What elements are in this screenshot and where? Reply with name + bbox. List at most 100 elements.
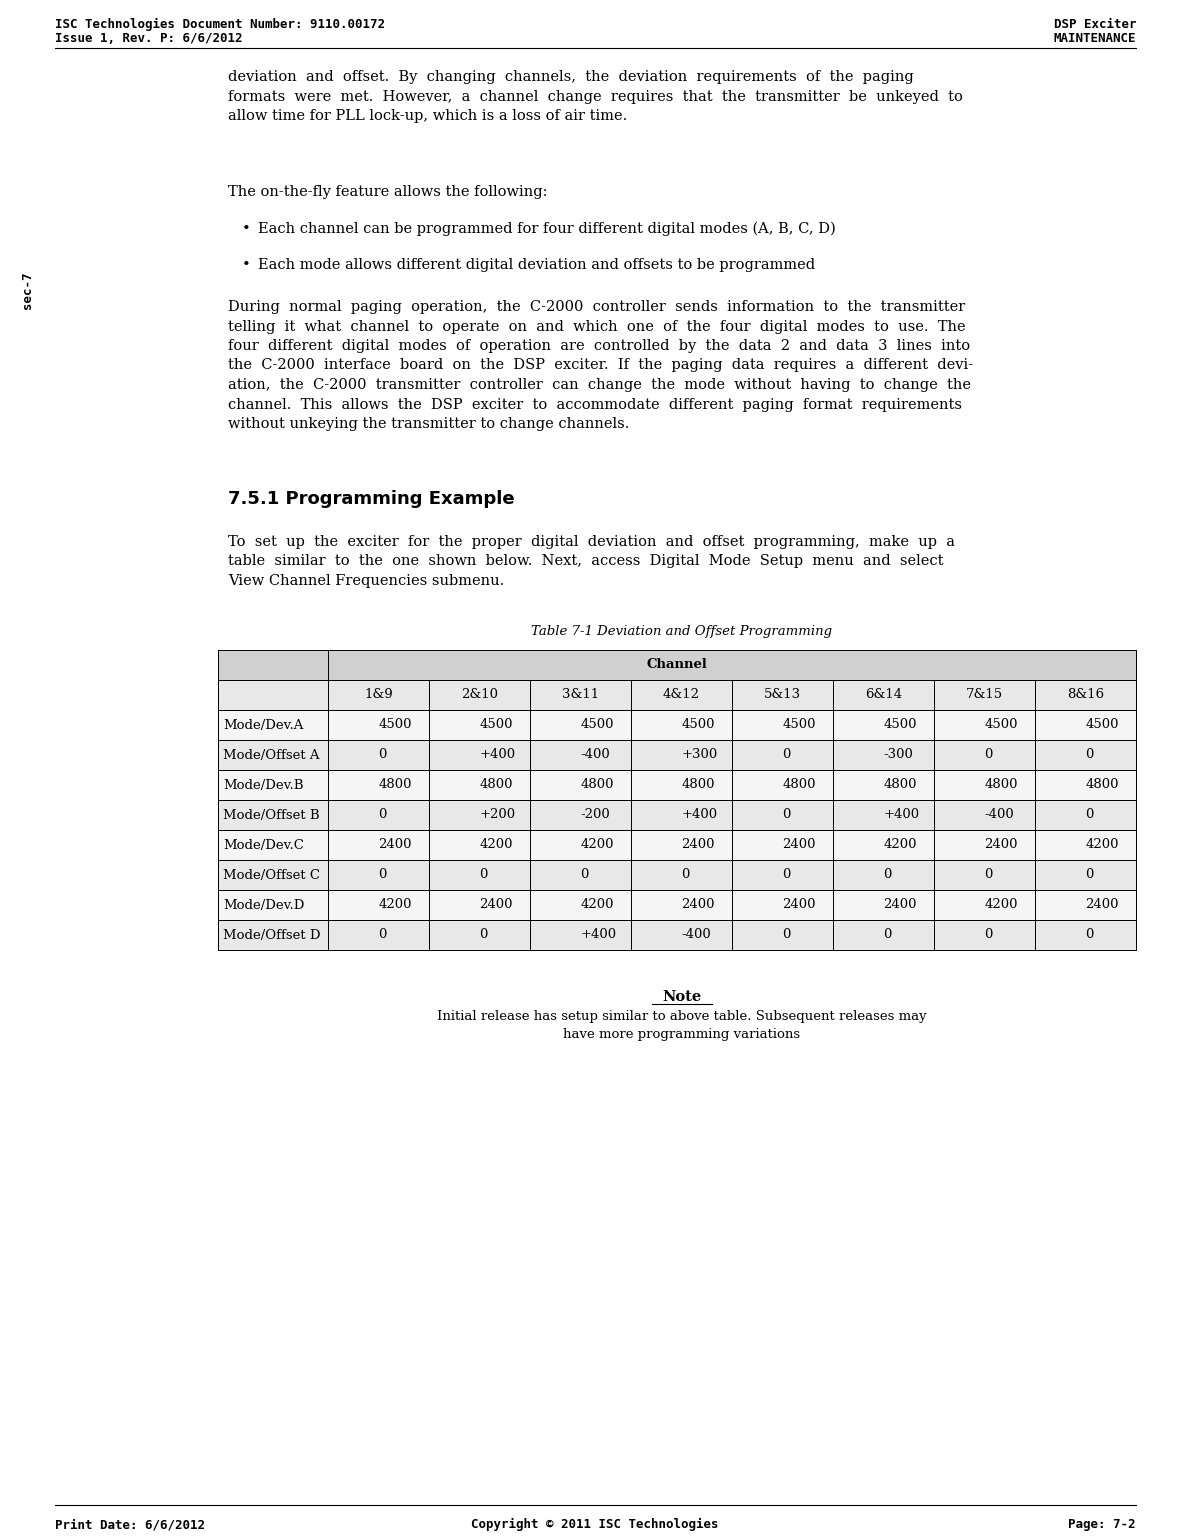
Text: 2400: 2400 [681,899,715,911]
Text: -300: -300 [884,748,913,762]
Text: 7.5.1 Programming Example: 7.5.1 Programming Example [227,490,515,508]
Text: 0: 0 [681,868,690,882]
Text: To  set  up  the  exciter  for  the  proper  digital  deviation  and  offset  pr: To set up the exciter for the proper dig… [227,535,955,588]
Text: Mode/Dev.B: Mode/Dev.B [223,779,304,791]
Text: Note: Note [662,991,701,1005]
Text: 4800: 4800 [985,779,1018,791]
Text: 0: 0 [782,868,791,882]
Bar [218,889,1136,920]
Text: 1&9: 1&9 [364,688,393,702]
Text: 2400: 2400 [782,839,816,851]
Text: -400: -400 [580,748,610,762]
Bar [218,680,1136,710]
Text: 4500: 4500 [480,719,513,731]
Text: 4200: 4200 [580,839,615,851]
Text: 2400: 2400 [379,839,412,851]
Text: Issue 1, Rev. P: 6/6/2012: Issue 1, Rev. P: 6/6/2012 [55,32,243,45]
Text: Each channel can be programmed for four different digital modes (A, B, C, D): Each channel can be programmed for four … [258,223,836,237]
Bar [218,710,1136,740]
Text: 4800: 4800 [782,779,816,791]
Text: 4200: 4200 [379,899,412,911]
Text: 2&10: 2&10 [461,688,498,702]
Text: 7&15: 7&15 [966,688,1003,702]
Text: 2400: 2400 [1085,899,1120,911]
Text: 0: 0 [379,928,387,942]
Text: 4200: 4200 [1085,839,1120,851]
Text: sec-7: sec-7 [21,272,35,309]
Text: •: • [242,258,251,272]
Text: 4800: 4800 [379,779,412,791]
Text: 0: 0 [379,748,387,762]
Text: 4500: 4500 [985,719,1018,731]
Text: 4800: 4800 [1085,779,1120,791]
Text: Mode/Offset B: Mode/Offset B [223,808,319,822]
Text: 0: 0 [1085,868,1093,882]
Text: 4500: 4500 [681,719,715,731]
Text: Mode/Offset C: Mode/Offset C [223,868,320,882]
Text: -400: -400 [681,928,711,942]
Text: Table 7-1 Deviation and Offset Programming: Table 7-1 Deviation and Offset Programmi… [531,625,833,637]
Text: 0: 0 [379,868,387,882]
Text: Print Date: 6/6/2012: Print Date: 6/6/2012 [55,1518,205,1531]
Text: Mode/Offset D: Mode/Offset D [223,928,320,942]
Text: MAINTENANCE: MAINTENANCE [1054,32,1136,45]
Text: 0: 0 [985,928,993,942]
Text: 4200: 4200 [985,899,1018,911]
Text: +400: +400 [580,928,617,942]
Text: 0: 0 [985,868,993,882]
Text: Mode/Offset A: Mode/Offset A [223,748,319,762]
Text: 4800: 4800 [681,779,715,791]
Text: 0: 0 [480,868,488,882]
Text: 0: 0 [1085,808,1093,822]
Text: -200: -200 [580,808,610,822]
Text: 4500: 4500 [782,719,816,731]
Text: 4500: 4500 [1085,719,1120,731]
Text: deviation  and  offset.  By  changing  channels,  the  deviation  requirements  : deviation and offset. By changing channe… [227,71,962,123]
Text: -400: -400 [985,808,1015,822]
Text: During  normal  paging  operation,  the  C-2000  controller  sends  information : During normal paging operation, the C-20… [227,300,973,432]
Text: 0: 0 [379,808,387,822]
Text: Each mode allows different digital deviation and offsets to be programmed: Each mode allows different digital devia… [258,258,815,272]
Text: Initial release has setup similar to above table. Subsequent releases may
have m: Initial release has setup similar to abo… [437,1011,927,1041]
Text: 0: 0 [1085,748,1093,762]
Text: 4800: 4800 [580,779,615,791]
Text: Channel: Channel [647,659,707,671]
Text: Page: 7-2: Page: 7-2 [1068,1518,1136,1531]
Bar [218,829,1136,860]
Text: 4500: 4500 [884,719,917,731]
Bar [218,650,1136,680]
Text: +400: +400 [681,808,718,822]
Text: •: • [242,223,251,237]
Text: 0: 0 [480,928,488,942]
Text: +400: +400 [884,808,919,822]
Text: 4500: 4500 [379,719,412,731]
Text: 0: 0 [884,928,892,942]
Text: The on-the-fly feature allows the following:: The on-the-fly feature allows the follow… [227,184,548,200]
Bar [218,860,1136,889]
Bar [218,920,1136,949]
Text: 8&16: 8&16 [1067,688,1104,702]
Text: ISC Technologies Document Number: 9110.00172: ISC Technologies Document Number: 9110.0… [55,18,385,31]
Text: 0: 0 [782,928,791,942]
Text: +300: +300 [681,748,718,762]
Text: Copyright © 2011 ISC Technologies: Copyright © 2011 ISC Technologies [472,1518,718,1531]
Text: 0: 0 [782,808,791,822]
Text: 4800: 4800 [884,779,917,791]
Text: DSP Exciter: DSP Exciter [1054,18,1136,31]
Text: 2400: 2400 [985,839,1018,851]
Text: 2400: 2400 [782,899,816,911]
Text: 0: 0 [884,868,892,882]
Bar [218,740,1136,770]
Text: 4&12: 4&12 [663,688,700,702]
Text: 4500: 4500 [580,719,615,731]
Text: Mode/Dev.C: Mode/Dev.C [223,839,304,851]
Bar [218,770,1136,800]
Text: +400: +400 [480,748,516,762]
Text: +200: +200 [480,808,516,822]
Text: 2400: 2400 [480,899,513,911]
Text: 2400: 2400 [884,899,917,911]
Text: Mode/Dev.A: Mode/Dev.A [223,719,304,731]
Text: 0: 0 [1085,928,1093,942]
Text: 5&13: 5&13 [763,688,802,702]
Text: 6&14: 6&14 [865,688,902,702]
